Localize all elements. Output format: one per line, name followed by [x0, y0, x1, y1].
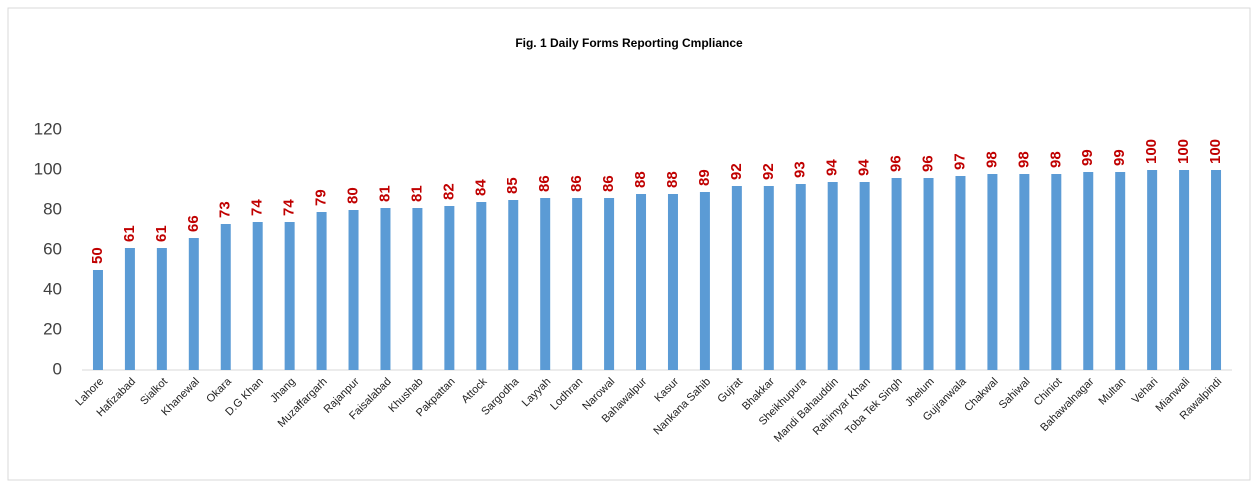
- data-label: 93: [792, 161, 809, 178]
- bar: [316, 212, 327, 370]
- bar: [572, 198, 583, 370]
- bar: [763, 186, 774, 370]
- y-tick-label: 100: [34, 159, 62, 178]
- y-tick-label: 60: [43, 239, 62, 258]
- bar: [923, 178, 934, 370]
- y-tick-label: 120: [34, 119, 62, 138]
- bar: [284, 222, 295, 370]
- bar: [508, 200, 519, 370]
- data-label: 96: [919, 155, 936, 172]
- bar: [1115, 172, 1126, 370]
- data-label: 84: [472, 179, 489, 196]
- bar: [380, 208, 391, 370]
- data-label: 86: [536, 175, 553, 192]
- data-label: 88: [664, 171, 681, 188]
- data-label: 94: [824, 159, 841, 176]
- data-label: 98: [1015, 151, 1032, 168]
- bar: [1083, 172, 1094, 370]
- bar: [252, 222, 263, 370]
- data-label: 74: [281, 199, 298, 216]
- data-label: 61: [121, 225, 138, 242]
- bar: [1019, 174, 1030, 370]
- bar: [92, 270, 103, 370]
- bar: [540, 198, 551, 370]
- bar: [412, 208, 423, 370]
- data-label: 88: [632, 171, 649, 188]
- data-label: 82: [440, 183, 457, 200]
- bar: [636, 194, 647, 370]
- bar: [699, 192, 710, 370]
- data-label: 66: [185, 215, 202, 232]
- bar: [188, 238, 199, 370]
- bar: [220, 224, 231, 370]
- data-label: 98: [983, 151, 1000, 168]
- bar: [827, 182, 838, 370]
- data-label: 86: [600, 175, 617, 192]
- bar: [156, 248, 167, 370]
- data-label: 81: [408, 185, 425, 202]
- data-label: 89: [696, 169, 713, 186]
- bar: [731, 186, 742, 370]
- bar: [955, 176, 966, 370]
- chart-frame: [7, 7, 1251, 481]
- chart-title: Fig. 1 Daily Forms Reporting Cmpliance: [515, 36, 743, 50]
- bar: [667, 194, 678, 370]
- data-label: 61: [153, 225, 170, 242]
- data-label: 100: [1143, 139, 1160, 164]
- data-label: 94: [856, 159, 873, 176]
- y-tick-label: 0: [53, 359, 62, 378]
- data-label: 96: [888, 155, 905, 172]
- bar: [859, 182, 870, 370]
- bar: [476, 202, 487, 370]
- data-label: 85: [504, 177, 521, 194]
- bar: [444, 206, 455, 370]
- bar: [1147, 170, 1158, 370]
- bar: [891, 178, 902, 370]
- data-label: 81: [376, 185, 393, 202]
- y-tick-label: 20: [43, 319, 62, 338]
- data-label: 100: [1207, 139, 1224, 164]
- bar: [795, 184, 806, 370]
- data-label: 73: [217, 201, 234, 218]
- bar: [124, 248, 135, 370]
- data-label: 98: [1047, 151, 1064, 168]
- data-label: 92: [760, 163, 777, 180]
- y-tick-label: 80: [43, 199, 62, 218]
- data-label: 99: [1079, 149, 1096, 166]
- bar: [1179, 170, 1190, 370]
- data-label: 92: [728, 163, 745, 180]
- data-label: 97: [951, 153, 968, 170]
- bar: [1051, 174, 1062, 370]
- data-label: 99: [1111, 149, 1128, 166]
- bar: [348, 210, 359, 370]
- bar: [1211, 170, 1222, 370]
- data-label: 100: [1175, 139, 1192, 164]
- data-label: 50: [89, 247, 106, 264]
- bar: [604, 198, 615, 370]
- y-tick-label: 40: [43, 279, 62, 298]
- data-label: 80: [344, 187, 361, 204]
- data-label: 79: [313, 189, 330, 206]
- bar: [987, 174, 998, 370]
- data-label: 74: [249, 199, 266, 216]
- data-label: 86: [568, 175, 585, 192]
